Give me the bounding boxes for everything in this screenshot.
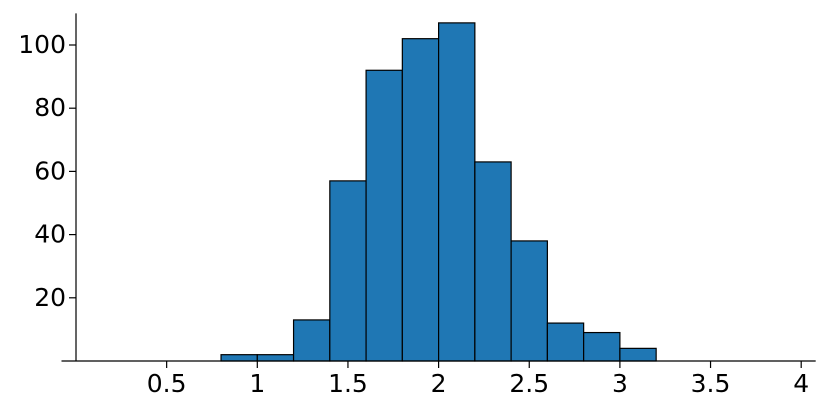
bar (546, 322, 585, 362)
x-tick-label: 1.5 (328, 369, 368, 398)
x-tick-label: 2 (431, 369, 447, 398)
y-tick-label: 100 (18, 30, 66, 59)
bar (220, 354, 258, 362)
y-tick-label: 40 (34, 220, 66, 249)
bar (583, 331, 621, 362)
bar (619, 347, 657, 362)
x-tick-label: 3.5 (691, 369, 731, 398)
bar (438, 22, 476, 362)
x-tick-label: 0.5 (147, 369, 187, 398)
bar (510, 240, 548, 362)
y-tick-label: 80 (34, 93, 66, 122)
y-tick-label: 60 (34, 156, 66, 185)
bar (365, 69, 403, 362)
bar (292, 319, 331, 362)
x-tick-label: 4 (793, 369, 809, 398)
bar (329, 180, 367, 362)
x-tick-label: 2.5 (509, 369, 549, 398)
bar (474, 161, 512, 362)
bar (401, 38, 440, 362)
y-tick-label: 20 (34, 283, 66, 312)
bar (256, 354, 295, 362)
x-tick-label: 1 (249, 369, 265, 398)
x-tick-label: 3 (612, 369, 628, 398)
